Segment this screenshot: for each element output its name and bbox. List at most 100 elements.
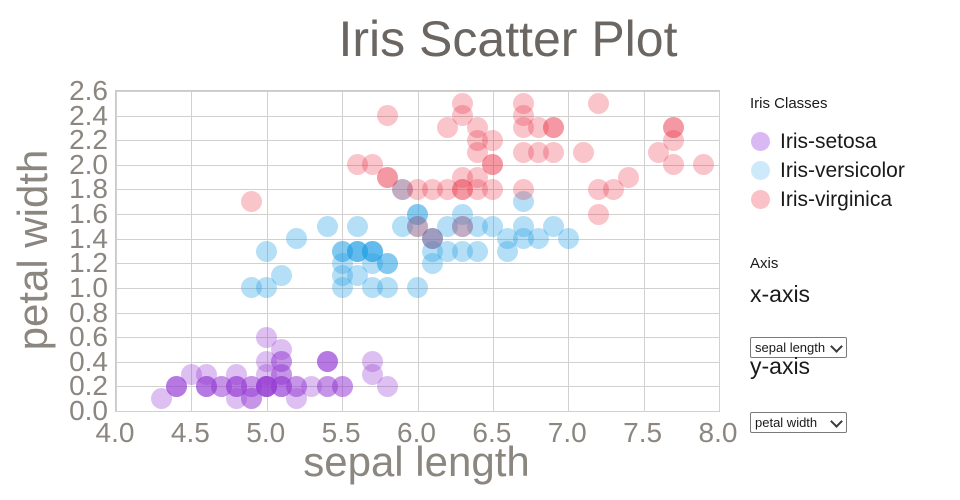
data-point-iris-virginica[interactable] [663, 117, 685, 139]
data-point-iris-setosa[interactable] [211, 375, 233, 397]
data-point-iris-versicolor[interactable] [256, 240, 278, 262]
data-point-iris-versicolor[interactable] [497, 240, 519, 262]
data-point-iris-setosa[interactable] [271, 363, 293, 385]
data-point-iris-setosa[interactable] [286, 375, 308, 397]
data-point-iris-virginica[interactable] [452, 92, 474, 114]
data-point-iris-setosa[interactable] [150, 388, 172, 410]
data-point-iris-setosa[interactable] [316, 351, 338, 373]
data-point-iris-versicolor[interactable] [241, 277, 263, 299]
data-point-iris-virginica[interactable] [512, 117, 534, 139]
data-point-iris-versicolor[interactable] [512, 215, 534, 237]
data-point-iris-virginica[interactable] [467, 142, 489, 164]
data-point-iris-setosa[interactable] [226, 375, 248, 397]
data-point-iris-virginica[interactable] [452, 178, 474, 200]
data-point-iris-versicolor[interactable] [331, 240, 353, 262]
data-point-iris-versicolor[interactable] [286, 228, 308, 250]
y-axis-select[interactable]: petal width [750, 412, 847, 433]
data-point-iris-virginica[interactable] [693, 154, 715, 176]
data-point-iris-virginica[interactable] [512, 178, 534, 200]
data-point-iris-virginica[interactable] [376, 166, 398, 188]
data-point-iris-versicolor[interactable] [452, 203, 474, 225]
data-point-iris-virginica[interactable] [407, 215, 428, 237]
data-point-iris-virginica[interactable] [587, 92, 609, 114]
data-point-iris-virginica[interactable] [452, 105, 474, 127]
data-point-iris-versicolor[interactable] [376, 252, 398, 274]
data-point-iris-versicolor[interactable] [437, 240, 459, 262]
data-point-iris-virginica[interactable] [512, 142, 534, 164]
data-point-iris-setosa[interactable] [256, 375, 278, 397]
data-point-iris-virginica[interactable] [663, 154, 685, 176]
data-point-iris-setosa[interactable] [376, 375, 398, 397]
data-point-iris-versicolor[interactable] [422, 240, 444, 262]
data-point-iris-virginica[interactable] [542, 117, 564, 139]
data-point-iris-setosa[interactable] [256, 375, 278, 397]
data-point-iris-virginica[interactable] [376, 105, 398, 127]
data-point-iris-versicolor[interactable] [542, 215, 564, 237]
data-point-iris-virginica[interactable] [422, 178, 444, 200]
data-point-iris-virginica[interactable] [241, 191, 263, 213]
data-point-iris-virginica[interactable] [452, 215, 474, 237]
data-point-iris-virginica[interactable] [407, 178, 428, 200]
data-point-iris-virginica[interactable] [587, 178, 609, 200]
data-point-iris-setosa[interactable] [316, 375, 338, 397]
data-point-iris-virginica[interactable] [587, 203, 609, 225]
data-point-iris-setosa[interactable] [256, 375, 278, 397]
data-point-iris-virginica[interactable] [361, 154, 383, 176]
data-point-iris-setosa[interactable] [241, 388, 263, 410]
data-point-iris-setosa[interactable] [271, 363, 293, 385]
data-point-iris-versicolor[interactable] [467, 240, 489, 262]
data-point-iris-versicolor[interactable] [376, 252, 398, 274]
data-point-iris-versicolor[interactable] [256, 277, 278, 299]
data-point-iris-setosa[interactable] [256, 375, 278, 397]
data-point-iris-virginica[interactable] [376, 166, 398, 188]
data-point-iris-setosa[interactable] [331, 375, 353, 397]
data-point-iris-versicolor[interactable] [407, 203, 428, 225]
data-point-iris-versicolor[interactable] [407, 203, 428, 225]
data-point-iris-setosa[interactable] [256, 326, 278, 348]
data-point-iris-setosa[interactable] [180, 363, 202, 385]
data-point-iris-setosa[interactable] [331, 375, 353, 397]
data-point-iris-virginica[interactable] [482, 154, 504, 176]
x-axis-select[interactable]: sepal length [750, 337, 847, 358]
data-point-iris-setosa[interactable] [241, 375, 263, 397]
data-point-iris-setosa[interactable] [316, 351, 338, 373]
data-point-iris-virginica[interactable] [346, 154, 368, 176]
data-point-iris-versicolor[interactable] [331, 277, 353, 299]
data-point-iris-setosa[interactable] [241, 375, 263, 397]
data-point-iris-setosa[interactable] [301, 375, 323, 397]
data-point-iris-versicolor[interactable] [361, 277, 383, 299]
data-point-iris-versicolor[interactable] [452, 215, 474, 237]
data-point-iris-versicolor[interactable] [361, 240, 383, 262]
data-point-iris-versicolor[interactable] [346, 240, 368, 262]
data-point-iris-versicolor[interactable] [346, 265, 368, 287]
legend-item-iris-setosa[interactable]: Iris-setosa [751, 127, 905, 156]
data-point-iris-virginica[interactable] [542, 142, 564, 164]
data-point-iris-setosa[interactable] [271, 351, 293, 373]
data-point-iris-virginica[interactable] [467, 117, 489, 139]
data-point-iris-setosa[interactable] [165, 375, 187, 397]
data-point-iris-setosa[interactable] [271, 338, 293, 360]
data-point-iris-virginica[interactable] [452, 178, 474, 200]
data-point-iris-versicolor[interactable] [361, 240, 383, 262]
data-point-iris-setosa[interactable] [361, 351, 383, 373]
data-point-iris-setosa[interactable] [316, 351, 338, 373]
data-point-iris-versicolor[interactable] [422, 228, 444, 250]
data-point-iris-virginica[interactable] [437, 117, 459, 139]
data-point-iris-versicolor[interactable] [391, 215, 413, 237]
data-point-iris-virginica[interactable] [422, 228, 444, 250]
data-point-iris-virginica[interactable] [572, 142, 594, 164]
data-point-iris-setosa[interactable] [271, 351, 293, 373]
data-point-iris-versicolor[interactable] [422, 252, 444, 274]
data-point-iris-setosa[interactable] [195, 375, 217, 397]
data-point-iris-virginica[interactable] [663, 117, 685, 139]
data-point-iris-setosa[interactable] [226, 375, 248, 397]
data-point-iris-virginica[interactable] [482, 154, 504, 176]
data-point-iris-versicolor[interactable] [467, 215, 489, 237]
data-point-iris-versicolor[interactable] [361, 252, 383, 274]
data-point-iris-versicolor[interactable] [346, 215, 368, 237]
data-point-iris-virginica[interactable] [527, 117, 549, 139]
data-point-iris-setosa[interactable] [226, 375, 248, 397]
legend-item-iris-versicolor[interactable]: Iris-versicolor [751, 156, 905, 185]
data-point-iris-virginica[interactable] [512, 92, 534, 114]
data-point-iris-virginica[interactable] [648, 142, 670, 164]
